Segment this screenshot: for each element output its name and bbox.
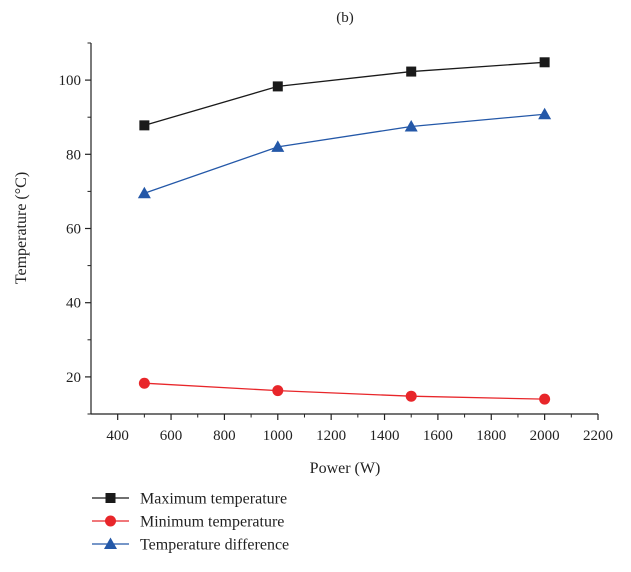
x-tick-label: 1000 — [263, 428, 293, 444]
legend-entry: Temperature difference — [92, 537, 289, 554]
x-tick-label: 800 — [213, 428, 236, 444]
panel-label: (b) — [336, 10, 354, 26]
legend: Maximum temperature Minimum temperature Te… — [92, 491, 289, 554]
data-point — [272, 81, 283, 92]
series-2 — [137, 107, 552, 199]
y-tick-label: 40 — [66, 296, 81, 312]
x-tick-label: 400 — [106, 428, 129, 444]
data-point — [539, 57, 550, 68]
legend-marker — [104, 537, 117, 549]
series-line — [144, 61, 545, 126]
series-1 — [138, 377, 551, 405]
y-tick-label: 20 — [66, 370, 81, 386]
data-point — [138, 377, 150, 389]
series-line — [144, 113, 545, 194]
legend-label: Minimum temperature — [140, 514, 284, 531]
y-axis-title: Temperature (°C) — [13, 172, 30, 284]
data-point — [139, 120, 150, 131]
legend-marker — [105, 493, 116, 503]
x-tick-label: 2200 — [583, 428, 613, 444]
data-point — [137, 186, 151, 199]
data-point — [405, 390, 417, 402]
axes: 400 600 800 1000 1200 1400 1600 1800 2000 2200 20 4… — [59, 42, 613, 444]
x-tick-label: 600 — [160, 428, 183, 444]
data-point — [271, 140, 285, 152]
x-tick-label: 2000 — [530, 428, 560, 444]
series-layer — [137, 57, 552, 405]
x-axis-title: Power (W) — [310, 460, 381, 477]
y-tick-label: 80 — [66, 147, 81, 163]
legend-marker — [105, 515, 116, 527]
x-tick-label: 1800 — [476, 428, 506, 444]
data-point — [539, 393, 551, 405]
data-point — [538, 107, 552, 120]
data-point — [406, 66, 417, 77]
legend-entry: Maximum temperature — [92, 491, 287, 508]
data-point — [272, 385, 284, 397]
legend-entry: Minimum temperature — [92, 514, 284, 531]
legend-label: Temperature difference — [140, 537, 289, 554]
series-0 — [139, 57, 550, 131]
legend-label: Maximum temperature — [140, 491, 287, 508]
data-point — [404, 119, 418, 132]
x-tick-label: 1200 — [316, 428, 346, 444]
x-tick-label: 1400 — [370, 428, 400, 444]
y-tick-label: 100 — [59, 73, 82, 89]
x-tick-label: 1600 — [423, 428, 453, 444]
y-tick-label: 60 — [66, 222, 81, 238]
series-line — [144, 382, 545, 400]
